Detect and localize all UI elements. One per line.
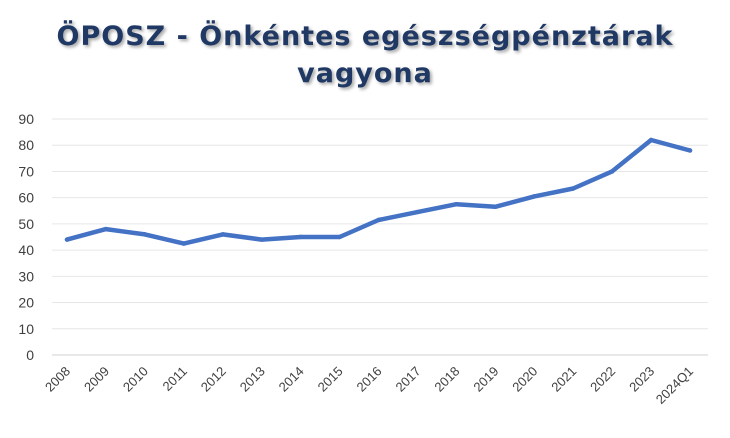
data-point (532, 194, 537, 199)
data-point (415, 209, 420, 215)
data-point (687, 148, 693, 153)
data-point (337, 234, 342, 240)
y-tick-label: 30 (18, 268, 34, 284)
x-tick-label: 2020 (509, 364, 540, 395)
data-point (142, 232, 148, 237)
x-tick-label: 2018 (431, 364, 462, 395)
x-tick-label: 2022 (587, 364, 618, 395)
data-point (454, 202, 459, 207)
data-point (493, 204, 498, 210)
x-tick-label: 2024Q1 (653, 364, 696, 407)
y-tick-label: 60 (18, 190, 34, 206)
data-point (570, 186, 576, 191)
x-tick-label: 2008 (42, 364, 73, 395)
chart-title-line-2: vagyona (297, 58, 433, 89)
data-point (298, 234, 303, 240)
y-tick-label: 10 (18, 321, 34, 337)
series-layer (64, 137, 693, 246)
x-tick-label: 2012 (198, 364, 229, 395)
x-tick-label: 2016 (354, 364, 385, 395)
gridlines (52, 118, 708, 356)
x-tick-label: 2014 (276, 364, 307, 395)
data-point (259, 237, 264, 242)
data-point (64, 237, 70, 242)
x-tick-label: 2017 (393, 364, 424, 395)
x-axis: 2008 2009 2010 2011 2012 2013 2014 2015 2016 2017… (42, 364, 696, 407)
x-tick-label: 2011 (160, 364, 190, 394)
y-tick-label: 90 (18, 111, 34, 127)
y-tick-label: 20 (18, 295, 34, 311)
y-tick-label: 80 (18, 137, 34, 153)
chart-title: ÖPOSZ - Önkéntes egészségpénztárak vagyo… (0, 18, 730, 92)
x-tick-label: 2019 (470, 364, 501, 395)
x-tick-label: 2013 (237, 364, 268, 395)
x-tick-label: 2021 (548, 364, 579, 395)
data-point (103, 226, 109, 232)
y-tick-label: 50 (18, 216, 34, 232)
x-tick-label: 2010 (120, 364, 151, 395)
y-tick-label: 40 (18, 242, 34, 258)
data-point (376, 217, 381, 223)
data-point (181, 241, 187, 246)
data-point (609, 169, 615, 174)
series-line (64, 137, 693, 246)
x-tick-label: 2009 (81, 364, 112, 395)
data-point (220, 232, 225, 237)
data-point (648, 137, 654, 143)
y-tick-label: 0 (26, 347, 34, 363)
y-axis: 0 10 20 30 40 50 60 70 80 90 (18, 111, 34, 363)
x-tick-label: 2023 (626, 364, 657, 395)
chart-title-line-1: ÖPOSZ - Önkéntes egészségpénztárak (56, 21, 674, 52)
y-tick-label: 70 (18, 163, 34, 179)
x-tick-label: 2015 (315, 364, 346, 395)
